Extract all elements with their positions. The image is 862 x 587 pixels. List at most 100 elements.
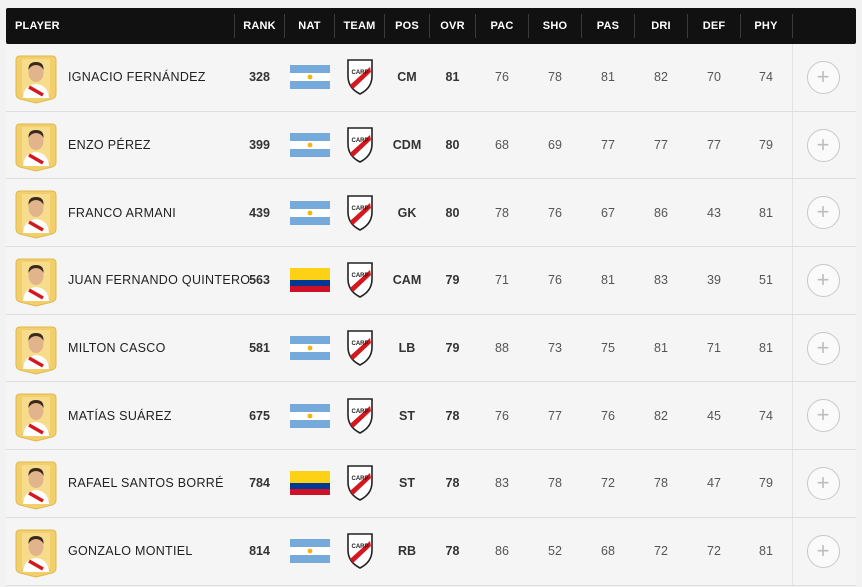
stat-pas: 77 <box>601 138 615 153</box>
nationality-flag-cell <box>285 112 334 179</box>
header-divider <box>384 14 385 38</box>
header-pas[interactable]: PAS <box>596 20 620 32</box>
rank-value: 563 <box>249 273 270 288</box>
header-dri[interactable]: DRI <box>651 20 671 32</box>
stat-pas: 75 <box>601 341 615 356</box>
river-plate-crest-icon: CARP <box>346 262 373 299</box>
plus-circle-icon[interactable]: + <box>806 128 840 162</box>
row-divider <box>792 44 793 111</box>
header-rank[interactable]: RANK <box>243 20 276 32</box>
table-row[interactable]: JUAN FERNANDO QUINTERO 563 CARP CAM 79 7… <box>6 247 856 315</box>
argentina-flag-icon <box>289 200 330 225</box>
header-pos[interactable]: POS <box>395 20 419 32</box>
nationality-flag-cell <box>285 44 334 111</box>
table-row[interactable]: RAFAEL SANTOS BORRÉ 784 CARP ST 78 83 78… <box>6 450 856 518</box>
plus-circle-icon[interactable]: + <box>806 196 840 230</box>
player-card-avatar[interactable] <box>14 54 58 104</box>
team-crest-cell: CARP <box>335 450 384 517</box>
stat-def: 77 <box>707 138 721 153</box>
stat-dri: 78 <box>654 476 668 491</box>
player-card-avatar[interactable] <box>14 528 58 578</box>
header-nat[interactable]: NAT <box>298 20 321 32</box>
stat-phy: 51 <box>759 273 773 288</box>
position-value: CAM <box>392 273 422 288</box>
row-divider <box>792 517 793 585</box>
stat-sho: 78 <box>548 70 562 85</box>
svg-text:CARP: CARP <box>351 476 368 482</box>
table-row[interactable]: MATÍAS SUÁREZ 675 CARP ST 78 76 77 76 82… <box>6 382 856 451</box>
player-name[interactable]: IGNACIO FERNÁNDEZ <box>68 70 206 85</box>
nationality-flag-cell <box>285 179 334 246</box>
stat-pac: 76 <box>495 408 509 423</box>
svg-text:CARP: CARP <box>351 409 368 415</box>
plus-circle-icon[interactable]: + <box>806 263 840 297</box>
position-value: CDM <box>392 138 422 153</box>
header-player[interactable]: PLAYER <box>15 20 60 32</box>
stat-def: 43 <box>707 205 721 220</box>
player-name[interactable]: RAFAEL SANTOS BORRÉ <box>68 476 224 491</box>
team-crest-cell: CARP <box>335 179 384 246</box>
overall-rating: 80 <box>445 138 460 153</box>
header-pac[interactable]: PAC <box>490 20 514 32</box>
team-crest-cell: CARP <box>335 518 384 585</box>
header-team[interactable]: TEAM <box>343 20 376 32</box>
player-name[interactable]: MATÍAS SUÁREZ <box>68 408 172 423</box>
team-crest-cell: CARP <box>335 315 384 382</box>
team-crest-cell: CARP <box>335 112 384 179</box>
header-phy[interactable]: PHY <box>754 20 778 32</box>
stat-dri: 82 <box>654 70 668 85</box>
plus-circle-icon[interactable]: + <box>806 534 840 568</box>
svg-text:CARP: CARP <box>351 206 368 212</box>
plus-circle-icon[interactable]: + <box>806 399 840 433</box>
stat-sho: 69 <box>548 138 562 153</box>
row-divider <box>792 382 793 450</box>
player-name[interactable]: FRANCO ARMANI <box>68 205 177 220</box>
overall-rating: 80 <box>445 205 460 220</box>
table-row[interactable]: FRANCO ARMANI 439 CARP GK 80 78 76 67 86… <box>6 179 856 248</box>
position-value: CM <box>397 70 417 85</box>
player-card-avatar[interactable] <box>14 189 58 239</box>
row-divider <box>792 179 793 247</box>
table-row[interactable]: ENZO PÉREZ 399 CARP CDM 80 68 69 77 77 7… <box>6 111 856 180</box>
plus-circle-icon[interactable]: + <box>806 60 840 94</box>
rank-value: 399 <box>249 138 270 153</box>
plus-circle-icon[interactable]: + <box>806 331 840 365</box>
stat-dri: 72 <box>654 544 668 559</box>
player-card-avatar[interactable] <box>14 392 58 442</box>
stat-pas: 81 <box>601 273 615 288</box>
river-plate-crest-icon: CARP <box>346 194 373 231</box>
player-name[interactable]: GONZALO MONTIEL <box>68 544 193 559</box>
header-sho[interactable]: SHO <box>542 20 568 32</box>
table-row[interactable]: GONZALO MONTIEL 814 CARP RB 78 86 52 68 … <box>6 517 856 586</box>
table-row[interactable]: IGNACIO FERNÁNDEZ 328 CARP CM 81 76 78 8… <box>6 44 856 112</box>
player-card-avatar[interactable] <box>14 325 58 375</box>
stat-pac: 83 <box>495 476 509 491</box>
row-divider <box>792 111 793 179</box>
rank-value: 439 <box>249 205 270 220</box>
team-crest-cell: CARP <box>335 247 384 314</box>
nationality-flag-cell <box>285 247 334 314</box>
rank-value: 675 <box>249 408 270 423</box>
position-value: ST <box>399 476 415 491</box>
river-plate-crest-icon: CARP <box>346 127 373 163</box>
player-card-avatar[interactable] <box>14 257 58 307</box>
stat-pac: 88 <box>495 341 509 356</box>
stat-def: 45 <box>707 408 721 423</box>
player-name[interactable]: ENZO PÉREZ <box>68 138 151 153</box>
overall-rating: 78 <box>445 544 460 559</box>
player-name[interactable]: MILTON CASCO <box>68 341 166 356</box>
player-card-avatar[interactable] <box>14 122 58 172</box>
add-button-cell: + <box>793 450 853 517</box>
player-name[interactable]: JUAN FERNANDO QUINTERO <box>68 273 251 288</box>
header-divider <box>334 14 335 38</box>
header-def[interactable]: DEF <box>702 20 726 32</box>
rank-value: 581 <box>249 341 270 356</box>
table-header: PLAYER RANK NAT TEAM POS OVR PAC SHO PAS… <box>6 8 856 44</box>
plus-circle-icon[interactable]: + <box>806 466 840 500</box>
stat-phy: 74 <box>759 408 773 423</box>
table-row[interactable]: MILTON CASCO 581 CARP LB 79 88 73 75 81 … <box>6 314 856 383</box>
stat-phy: 81 <box>759 341 773 356</box>
player-card-avatar[interactable] <box>14 460 58 510</box>
header-ovr[interactable]: OVR <box>440 20 465 32</box>
stat-sho: 52 <box>548 544 562 559</box>
